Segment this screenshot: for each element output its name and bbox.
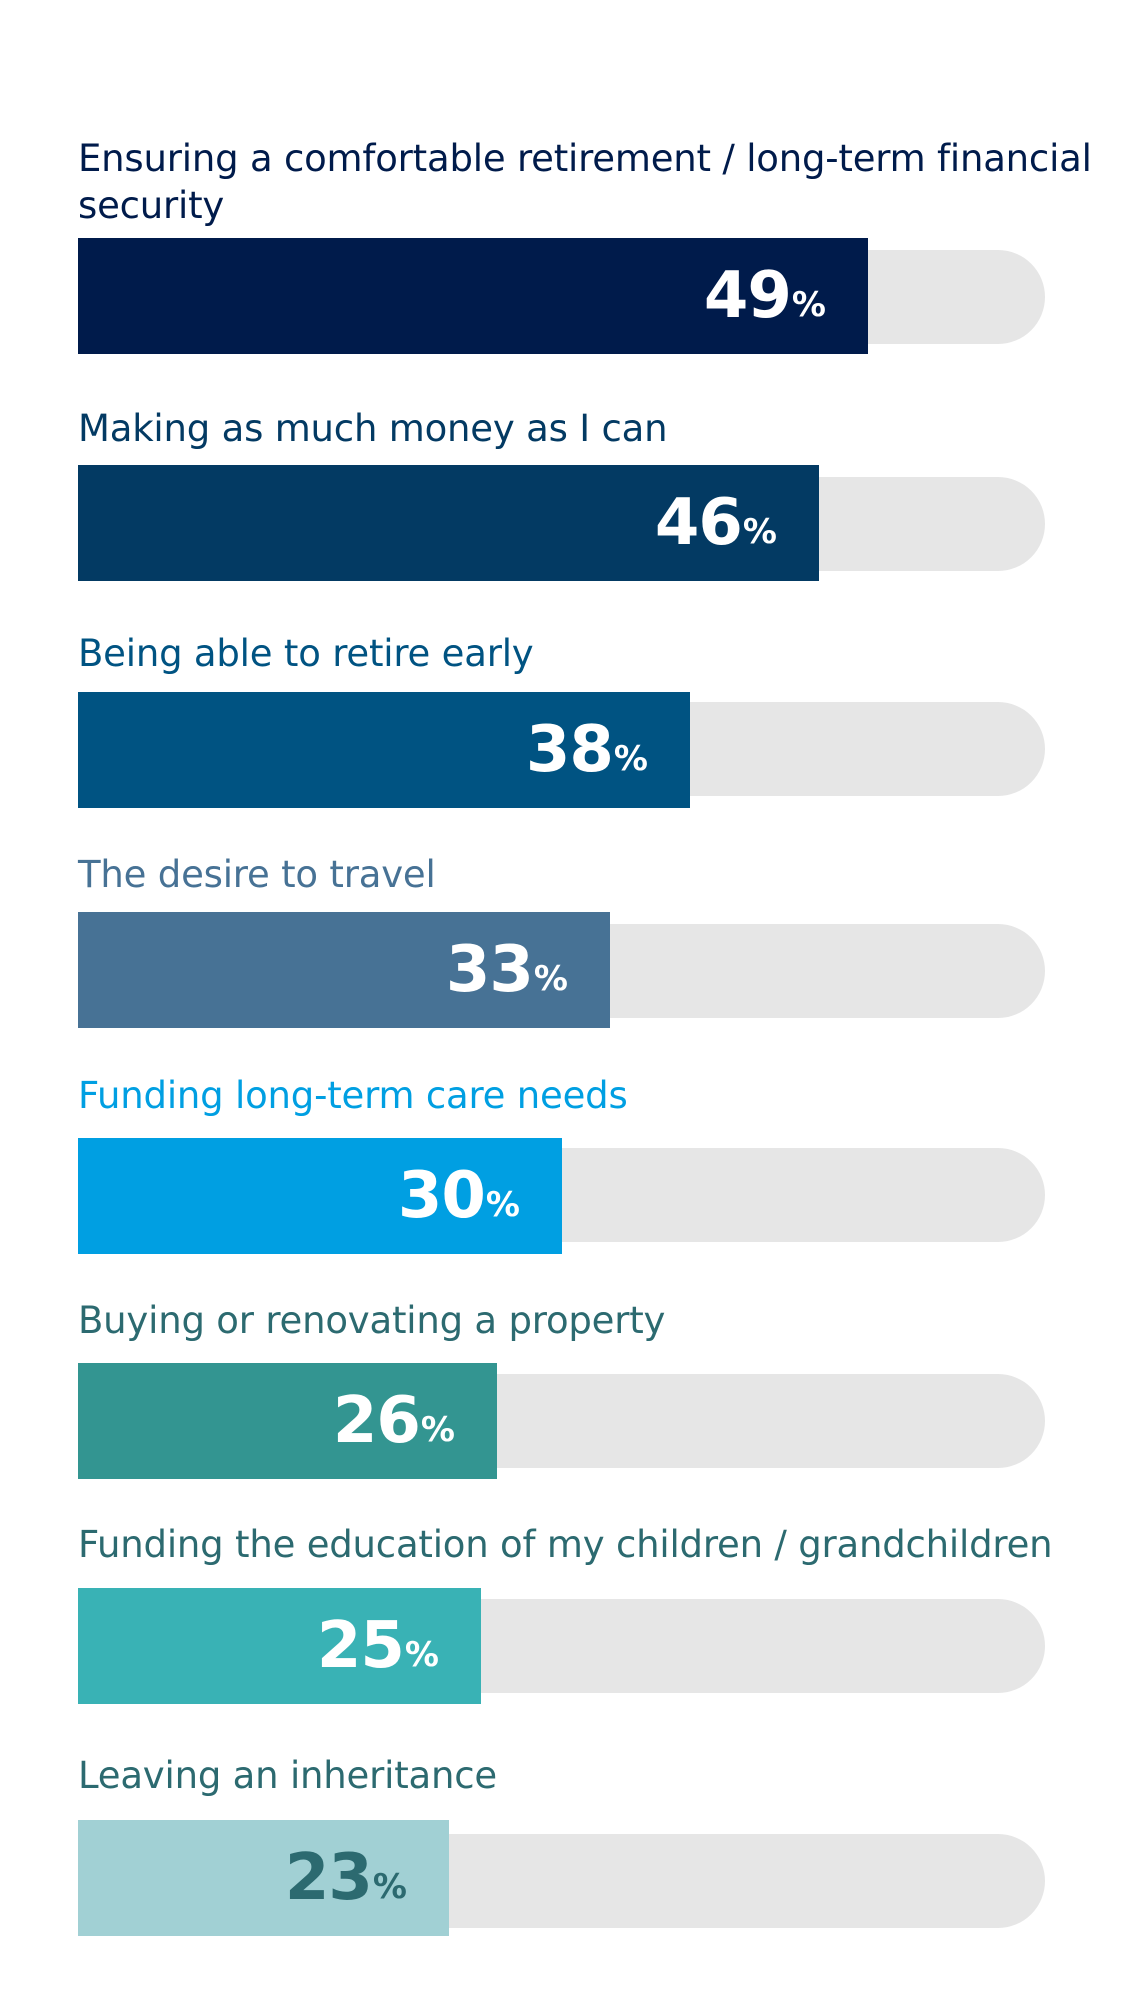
data-label-unit: %: [372, 1867, 407, 1907]
data-label-unit: %: [742, 512, 777, 552]
bar: 23%: [78, 1820, 449, 1936]
data-label: 49%: [704, 238, 826, 354]
bar: 33%: [78, 912, 610, 1028]
category-label: Being able to retire early: [78, 632, 534, 675]
category-label: Making as much money as I can: [78, 407, 668, 450]
data-label-unit: %: [613, 739, 648, 779]
data-label-unit: %: [420, 1410, 455, 1450]
category-label: Funding long-term care needs: [78, 1074, 628, 1117]
bar: 46%: [78, 465, 819, 581]
data-label-value: 33: [445, 933, 534, 1007]
bar: 25%: [78, 1588, 481, 1704]
data-label: 38%: [526, 692, 648, 808]
data-label: 33%: [446, 912, 568, 1028]
category-label: The desire to travel: [78, 853, 436, 896]
bar: 26%: [78, 1363, 497, 1479]
data-label: 46%: [655, 465, 777, 581]
data-label-unit: %: [485, 1185, 520, 1225]
data-label: 25%: [317, 1588, 439, 1704]
data-label-value: 23: [284, 1841, 373, 1915]
data-label-unit: %: [791, 285, 826, 325]
category-label: Buying or renovating a property: [78, 1299, 666, 1342]
category-label: Leaving an inheritance: [78, 1754, 497, 1797]
category-label: Ensuring a comfortable retirement / long…: [78, 137, 1092, 227]
data-label-value: 49: [703, 259, 792, 333]
data-label: 30%: [398, 1138, 520, 1254]
data-label-unit: %: [404, 1635, 439, 1675]
data-label-value: 46: [654, 486, 743, 560]
bar: 38%: [78, 692, 690, 808]
data-label-value: 30: [397, 1159, 486, 1233]
bar: 49%: [78, 238, 868, 354]
data-label-unit: %: [533, 959, 568, 999]
data-label-value: 26: [332, 1384, 421, 1458]
data-label: 26%: [333, 1363, 455, 1479]
bar: 30%: [78, 1138, 562, 1254]
data-label-value: 25: [316, 1609, 405, 1683]
data-label-value: 38: [525, 713, 614, 787]
category-label: Funding the education of my children / g…: [78, 1523, 1053, 1566]
data-label: 23%: [285, 1820, 407, 1936]
